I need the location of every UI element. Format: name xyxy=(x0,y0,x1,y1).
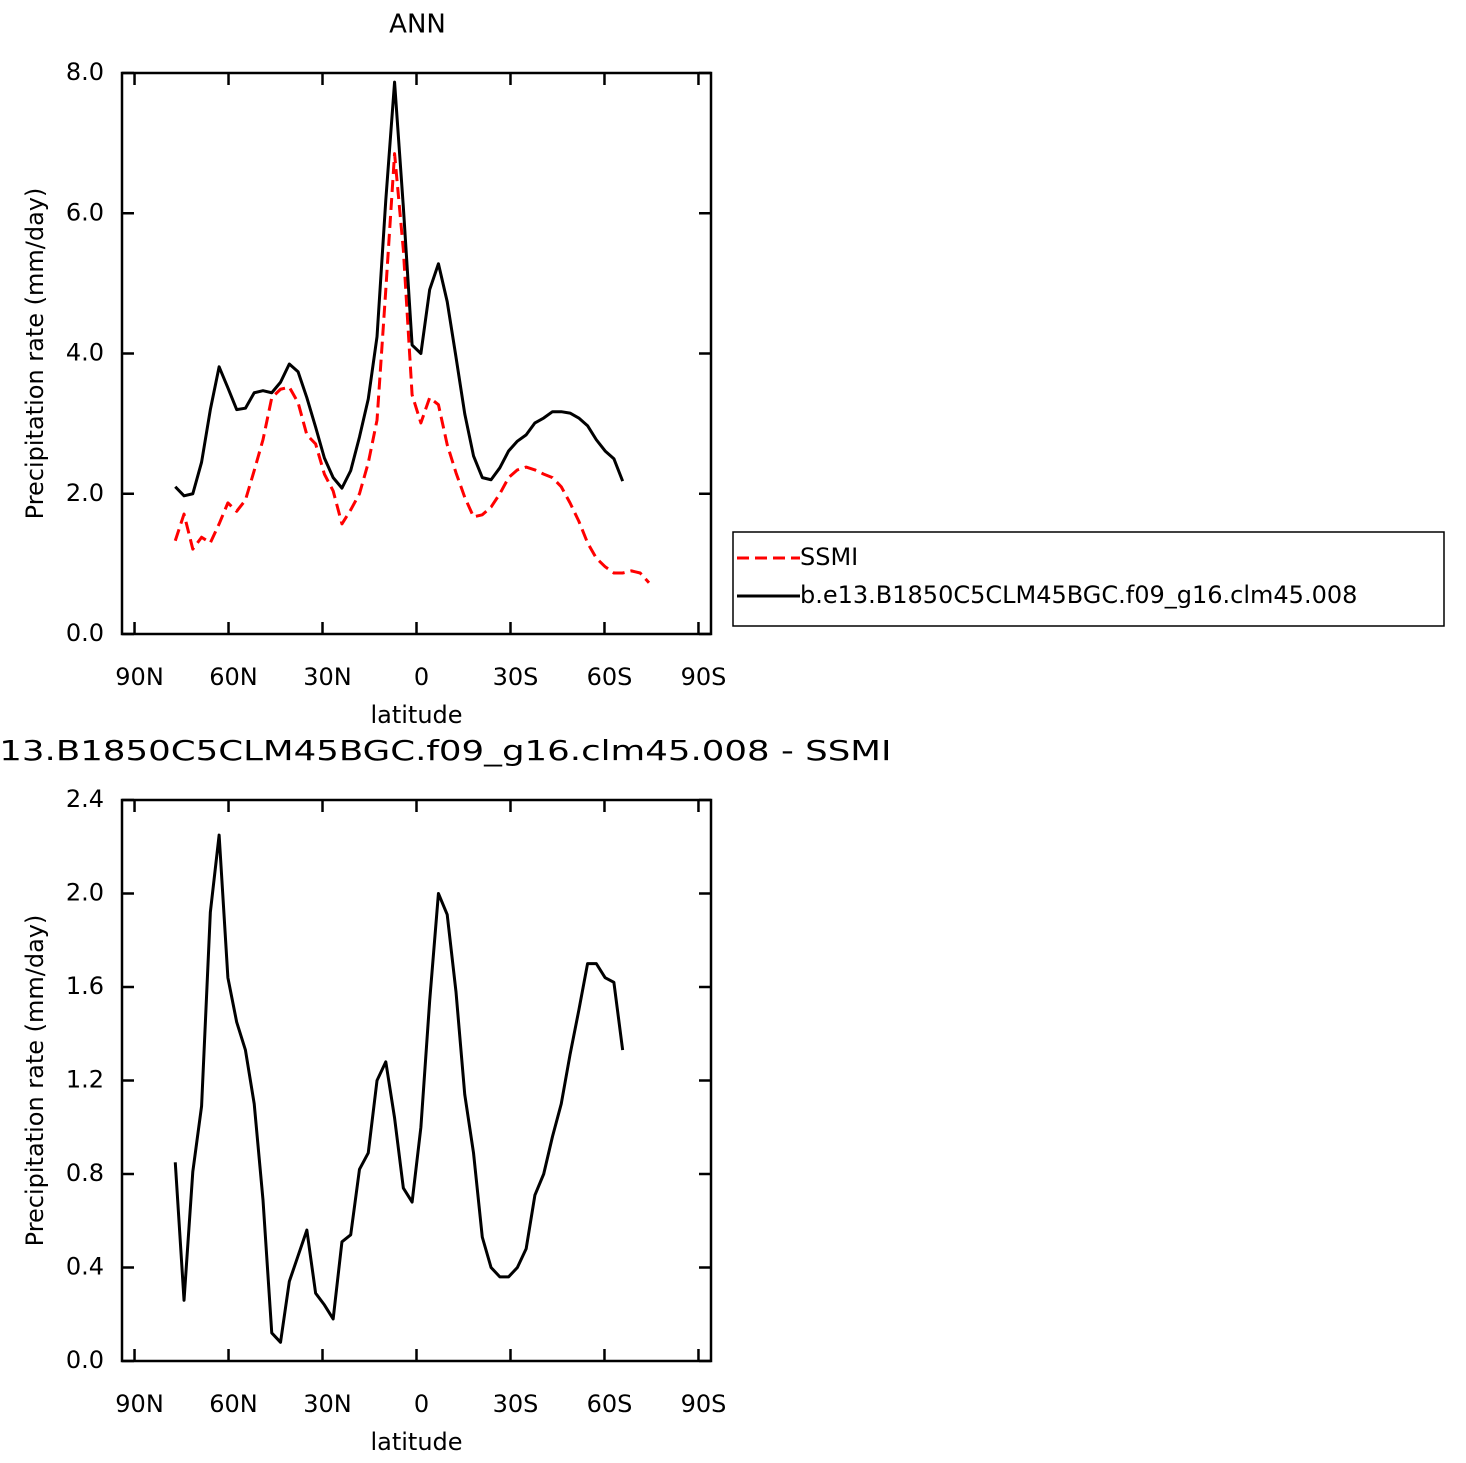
data-line xyxy=(173,152,651,584)
plot-frame xyxy=(120,798,713,1363)
y-tick-label: 2.0 xyxy=(66,879,104,907)
legend-label: SSMI xyxy=(800,543,858,571)
y-tick-label: 0.0 xyxy=(66,619,104,647)
x-tick-label: 90S xyxy=(681,1390,727,1418)
legend-label: b.e13.B1850C5CLM45BGC.f09_g16.clm45.008 xyxy=(800,581,1357,609)
x-tick-label: 0 xyxy=(414,1390,429,1418)
x-tick-label: 90S xyxy=(681,663,727,691)
x-tick-label: 0 xyxy=(414,663,429,691)
x-tick-label: 60S xyxy=(587,663,633,691)
x-tick-label: 60N xyxy=(209,1390,258,1418)
y-tick-label: 2.0 xyxy=(66,479,104,507)
x-tick-label: 30N xyxy=(303,663,352,691)
y-tick-label: 0.4 xyxy=(66,1253,104,1281)
data-line xyxy=(173,833,625,1344)
y-axis-label: Precipitation rate (mm/day) xyxy=(21,915,49,1247)
y-tick-label: 6.0 xyxy=(66,198,104,226)
x-tick-label: 60N xyxy=(209,663,258,691)
x-tick-label: 30N xyxy=(303,1390,352,1418)
y-tick-label: 1.6 xyxy=(66,972,104,1000)
y-tick-label: 1.2 xyxy=(66,1066,104,1094)
x-tick-label: 30S xyxy=(493,663,539,691)
x-tick-label: 30S xyxy=(493,1390,539,1418)
y-tick-label: 4.0 xyxy=(66,339,104,367)
plot-frame xyxy=(120,71,713,636)
chart-title: b.e13.B1850C5CLM45BGC.f09_g16.clm45.008 … xyxy=(0,734,892,767)
x-tick-label: 90N xyxy=(115,663,164,691)
data-line xyxy=(174,80,625,498)
y-tick-label: 0.0 xyxy=(66,1346,104,1374)
y-tick-label: 2.4 xyxy=(66,785,104,813)
legend-box xyxy=(732,531,1445,627)
x-tick-label: 90N xyxy=(115,1390,164,1418)
x-tick-label: 60S xyxy=(587,1390,633,1418)
y-tick-label: 0.8 xyxy=(66,1159,104,1187)
x-axis-label: latitude xyxy=(370,1428,462,1456)
y-axis-label: Precipitation rate (mm/day) xyxy=(21,188,49,520)
chart-title: ANN xyxy=(389,10,446,40)
y-tick-label: 8.0 xyxy=(66,58,104,86)
x-axis-label: latitude xyxy=(370,701,462,729)
